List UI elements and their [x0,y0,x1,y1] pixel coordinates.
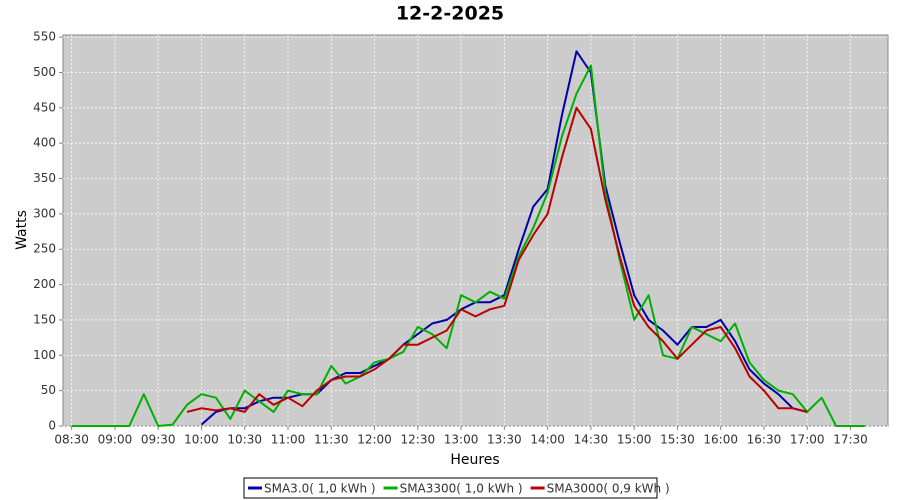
x-tick-label: 15:00 [617,433,652,447]
x-tick-label: 14:00 [530,433,565,447]
y-tick-label: 150 [33,312,56,326]
y-axis-label: Watts [14,210,30,250]
legend-label: SMA3300( 1,0 kWh ) [400,482,523,496]
y-tick-label: 250 [33,242,56,256]
x-tick-label: 12:00 [357,433,392,447]
y-tick-label: 500 [33,65,56,79]
plot-area [62,34,889,427]
series-line [186,106,808,413]
x-tick-label: 13:30 [487,433,522,447]
x-tick-label: 11:30 [314,433,349,447]
x-tick-label: 08:30 [54,433,89,447]
x-tick-label: 14:30 [574,433,609,447]
x-tick-label: 17:30 [833,433,868,447]
y-tick-label: 200 [33,277,56,291]
x-axis-label: Heures [450,452,499,468]
y-tick-label: 300 [33,206,56,220]
legend-label: SMA3.0( 1,0 kWh ) [264,482,376,496]
x-tick-label: 16:30 [747,433,782,447]
series-line [71,64,865,427]
x-tick-label: 16:00 [703,433,738,447]
y-tick-label: 50 [41,383,56,397]
x-tick-label: 11:00 [271,433,306,447]
y-tick-label: 0 [48,419,56,433]
x-tick-label: 12:30 [401,433,436,447]
x-tick-label: 17:00 [790,433,825,447]
y-tick-label: 100 [33,348,56,362]
x-tick-label: 10:30 [227,433,262,447]
y-tick-label: 350 [33,171,56,185]
x-tick-label: 15:30 [660,433,695,447]
x-tick-label: 13:00 [444,433,479,447]
y-tick-label: 450 [33,100,56,114]
x-tick-label: 10:00 [184,433,219,447]
legend-box [243,477,658,499]
y-tick-label: 400 [33,136,56,150]
legend-label: SMA3000( 0,9 kWh ) [547,482,670,496]
x-tick-label: 09:30 [141,433,176,447]
y-tick-label: 550 [33,30,56,44]
x-tick-label: 09:00 [98,433,133,447]
chart-title: 12-2-2025 [396,3,504,25]
